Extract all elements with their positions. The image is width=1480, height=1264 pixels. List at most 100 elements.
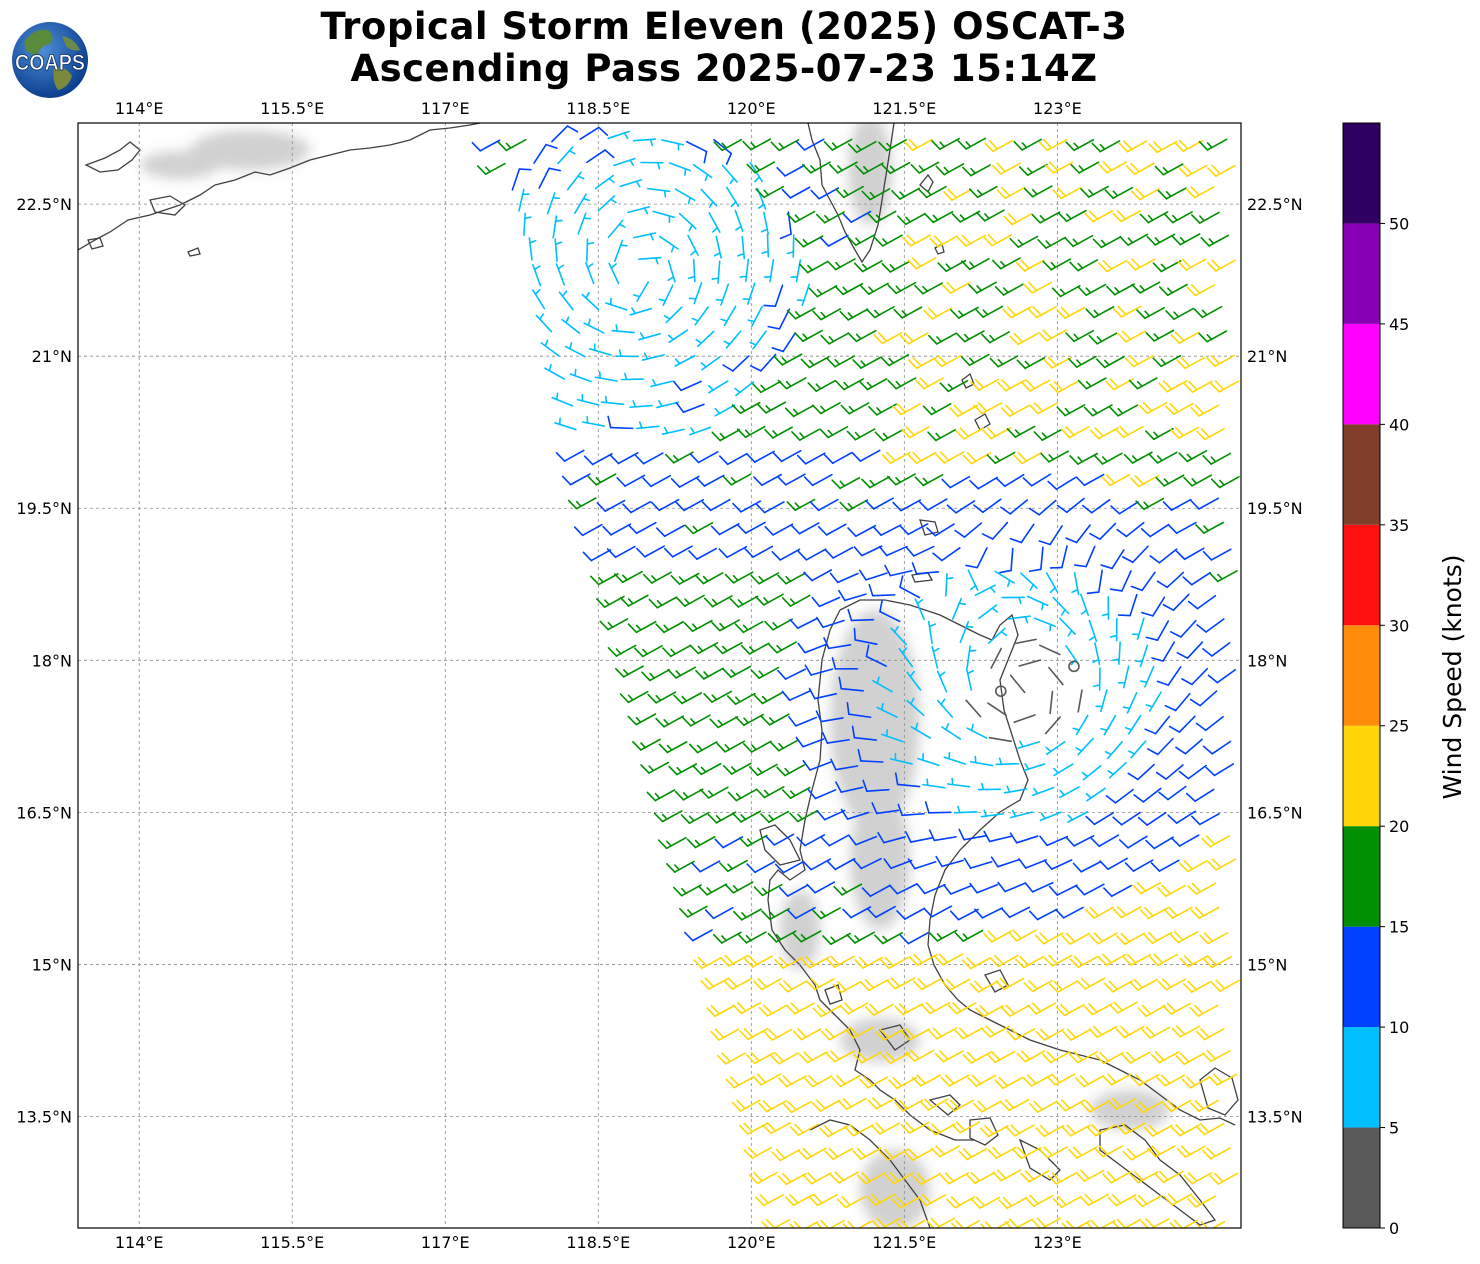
lon-tick-label: 121.5°E [872,1233,936,1252]
wind-barb [829,572,859,584]
wind-barb [1000,499,1029,515]
wind-barb [992,1169,1022,1182]
wind-barb [658,284,674,306]
wind-barb [646,187,671,198]
wind-barb [798,261,828,274]
wind-barb [709,715,739,729]
wind-barb [891,187,920,200]
wind-barb [1159,283,1188,297]
wind-barb [758,1100,788,1113]
wind-barb [978,604,999,620]
wind-barb [1163,906,1193,919]
wind-barb [983,234,1013,247]
wind-barb [611,324,635,334]
wind-barb [1049,381,1078,394]
colorbar-tick-label: 30 [1389,616,1409,635]
colorbar-tick-label: 10 [1389,1018,1409,1037]
wind-barb [600,395,625,406]
coaps-logo: COAPS [12,22,88,98]
wind-barb [528,237,537,261]
wind-barb [922,778,946,789]
wind-barb [917,1194,947,1207]
wind-barb [997,881,1027,893]
wind-barb [778,980,808,993]
wind-barb [700,188,718,208]
wind-barb [640,161,664,170]
wind-barb [589,573,619,586]
wind-barb [1043,954,1073,967]
wind-barb [873,234,903,247]
wind-barb [1183,980,1212,993]
wind-barb [732,810,762,823]
wind-barb [1038,525,1063,546]
wind-barb [932,354,962,368]
lon-tick-label: 117°E [421,99,470,118]
wind-barb [941,723,962,740]
wind-barb [555,449,585,462]
lat-tick-label: 18°N [32,651,72,670]
wind-barb [907,451,937,465]
wind-barb [716,1052,746,1065]
wind-barb [552,215,563,239]
wind-barb [594,174,615,190]
wind-barb [789,1123,819,1136]
wind-barb [912,1172,942,1186]
wind-barb [1164,211,1193,224]
wind-barb [665,451,694,464]
wind-barb [1018,659,1042,667]
wind-barb [1207,259,1236,272]
wind-barb [613,570,643,584]
wind-barb [551,125,579,143]
wind-barb [718,452,748,466]
wind-barb [893,306,923,319]
wind-barb [685,140,708,164]
wind-barb [561,316,581,334]
wind-barb [907,356,937,370]
wind-barb [1056,306,1086,320]
wind-barb [535,313,553,333]
wind-barb [1112,906,1142,919]
wind-barb [640,761,670,774]
wind-barb [767,930,797,943]
colorbar-label: Wind Speed (knots) [1438,554,1467,799]
wind-barb [941,281,971,294]
wind-barb [1075,473,1105,487]
wind-barb [831,1074,861,1088]
wind-barb [734,381,755,397]
wind-barb [713,138,733,165]
wind-barb [1131,617,1145,641]
lon-tick-label: 123°E [1033,1233,1082,1252]
wind-barb [797,1147,827,1160]
wind-barb [1189,1004,1219,1017]
wind-barb [1176,1145,1206,1158]
wind-barb [1205,763,1235,777]
wind-barb [951,1121,981,1134]
wind-barb [1191,211,1220,224]
wind-barb [1110,501,1139,515]
wind-barb [867,210,897,223]
wind-barb [1156,666,1182,686]
wind-barb [1154,163,1184,176]
wind-barb [918,498,948,511]
wind-barb [879,599,901,623]
wind-barb [737,236,746,260]
wind-barb [650,378,674,388]
wind-barb [1145,836,1174,850]
wind-barb [715,283,730,306]
wind-barb [905,1049,935,1062]
wind-barb [689,451,719,464]
wind-barb [1018,163,1048,176]
wind-barb [1185,186,1215,199]
wind-barb [1199,932,1229,945]
wind-barb [1092,667,1101,691]
wind-barb [838,1097,867,1111]
wind-barb [816,616,845,629]
colorbar: 0 5 10 15 20 25 30 35 40 45 50 [1342,122,1409,1238]
wind-barb [928,929,958,942]
wind-barb [699,786,729,799]
wind-barb [858,378,888,391]
wind-barb [1001,1004,1030,1017]
colorbar-tick-label: 5 [1389,1119,1399,1138]
wind-barb [840,402,870,415]
